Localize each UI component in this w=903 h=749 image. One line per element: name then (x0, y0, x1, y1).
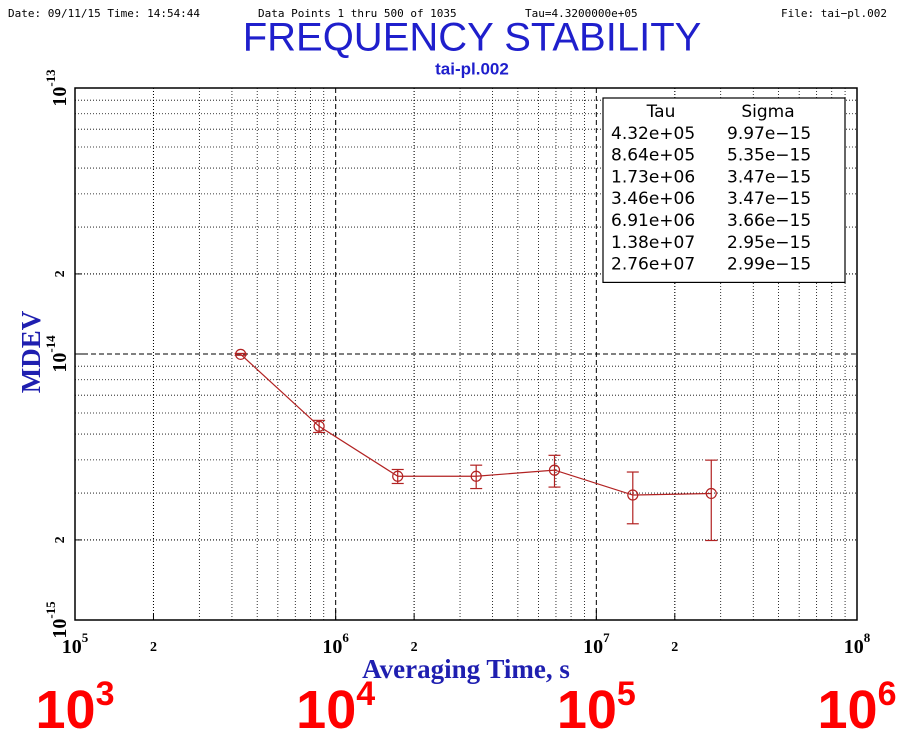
data-point (705, 487, 717, 500)
x-tick-label-exponent: 6 (342, 630, 349, 645)
x-tick-label-base: 10 (844, 636, 864, 658)
y-tick-label-base: 10 (49, 353, 71, 373)
secondary-x-label-exponent: 6 (878, 675, 897, 713)
x-tick-label: 2 (150, 640, 157, 655)
header-file: File: tai−pl.002 (781, 7, 887, 20)
secondary-x-label-base: 10 (557, 680, 617, 740)
x-tick-label-base: 2 (150, 640, 157, 655)
y-tick-label-base: 2 (53, 536, 68, 543)
x-tick-label: 106 (322, 630, 349, 658)
y-tick-label-base: 10 (49, 619, 71, 639)
x-tick-label-base: 10 (583, 636, 603, 658)
secondary-x-label: 105 (557, 675, 636, 740)
header-points: Data Points 1 thru 500 of 1035 (258, 7, 457, 20)
data-point (313, 420, 325, 432)
table-cell: 3.66e−15 (727, 211, 811, 231)
secondary-x-label-base: 10 (36, 680, 96, 740)
secondary-x-label-base: 10 (818, 680, 878, 740)
secondary-x-label-base: 10 (296, 680, 356, 740)
table-cell: 6.91e+06 (611, 211, 695, 231)
x-tick-label: 105 (62, 630, 89, 658)
y-tick-label-exponent: -14 (43, 335, 58, 353)
secondary-x-label: 106 (818, 675, 897, 740)
x-tick-label-exponent: 5 (82, 630, 89, 645)
y-tick-label-exponent: -13 (43, 69, 58, 87)
table-header: Sigma (741, 102, 794, 122)
table-cell: 2.76e+07 (611, 255, 695, 275)
x-tick-label: 2 (671, 640, 678, 655)
x-tick-label: 107 (583, 630, 610, 658)
y-tick-label-exponent: -15 (43, 601, 58, 619)
y-tick-label: 10-14 (43, 335, 71, 373)
y-tick-label-base: 10 (49, 87, 71, 107)
table-cell: 4.32e+05 (611, 124, 695, 144)
secondary-x-label-exponent: 5 (617, 675, 636, 713)
table-cell: 3.46e+06 (611, 189, 695, 209)
data-point (235, 348, 247, 360)
header-tau: Tau=4.3200000e+05 (525, 7, 638, 20)
secondary-x-label-exponent: 3 (96, 675, 115, 713)
y-axis-label: MDEV (16, 310, 46, 393)
y-tick-label: 10-13 (43, 69, 71, 107)
x-tick-label: 108 (844, 630, 871, 658)
y-tick-label: 10-15 (43, 601, 71, 639)
table-cell: 2.99e−15 (727, 255, 811, 275)
secondary-x-label: 103 (36, 675, 115, 740)
x-tick-label-base: 2 (671, 640, 678, 655)
table-cell: 9.97e−15 (727, 124, 811, 144)
chart-title: FREQUENCY STABILITY (243, 16, 702, 60)
data-point (548, 464, 561, 476)
results-table (602, 97, 846, 283)
x-tick-label-base: 2 (411, 640, 418, 655)
secondary-x-label: 104 (296, 675, 375, 740)
x-axis-label: Averaging Time, s (362, 654, 570, 684)
secondary-x-label-exponent: 4 (356, 675, 375, 713)
table-cell: 1.38e+07 (611, 233, 695, 253)
plot-frame (74, 87, 858, 621)
header-date: Date: 09/11/15 Time: 14:54:44 (8, 7, 200, 20)
table-cell: 3.47e−15 (727, 167, 811, 187)
y-tick-label: 2 (53, 536, 68, 543)
table-cell: 1.73e+06 (611, 167, 695, 187)
data-point (627, 489, 639, 501)
data-point (392, 470, 404, 482)
x-tick-label: 2 (411, 640, 418, 655)
x-tick-label-base: 10 (322, 636, 342, 658)
table-header: Tau (646, 102, 676, 122)
x-tick-label-base: 10 (62, 636, 82, 658)
y-tick-label-base: 2 (53, 270, 68, 277)
chart-subtitle: tai-pl.002 (435, 59, 509, 78)
table-cell: 3.47e−15 (727, 189, 811, 209)
x-tick-label-exponent: 7 (603, 630, 610, 645)
y-tick-label: 2 (53, 270, 68, 277)
x-tick-label-exponent: 8 (864, 630, 871, 645)
table-cell: 5.35e−15 (727, 146, 811, 166)
data-point (470, 470, 482, 482)
table-cell: 8.64e+05 (611, 146, 695, 166)
table-cell: 2.95e−15 (727, 233, 811, 253)
